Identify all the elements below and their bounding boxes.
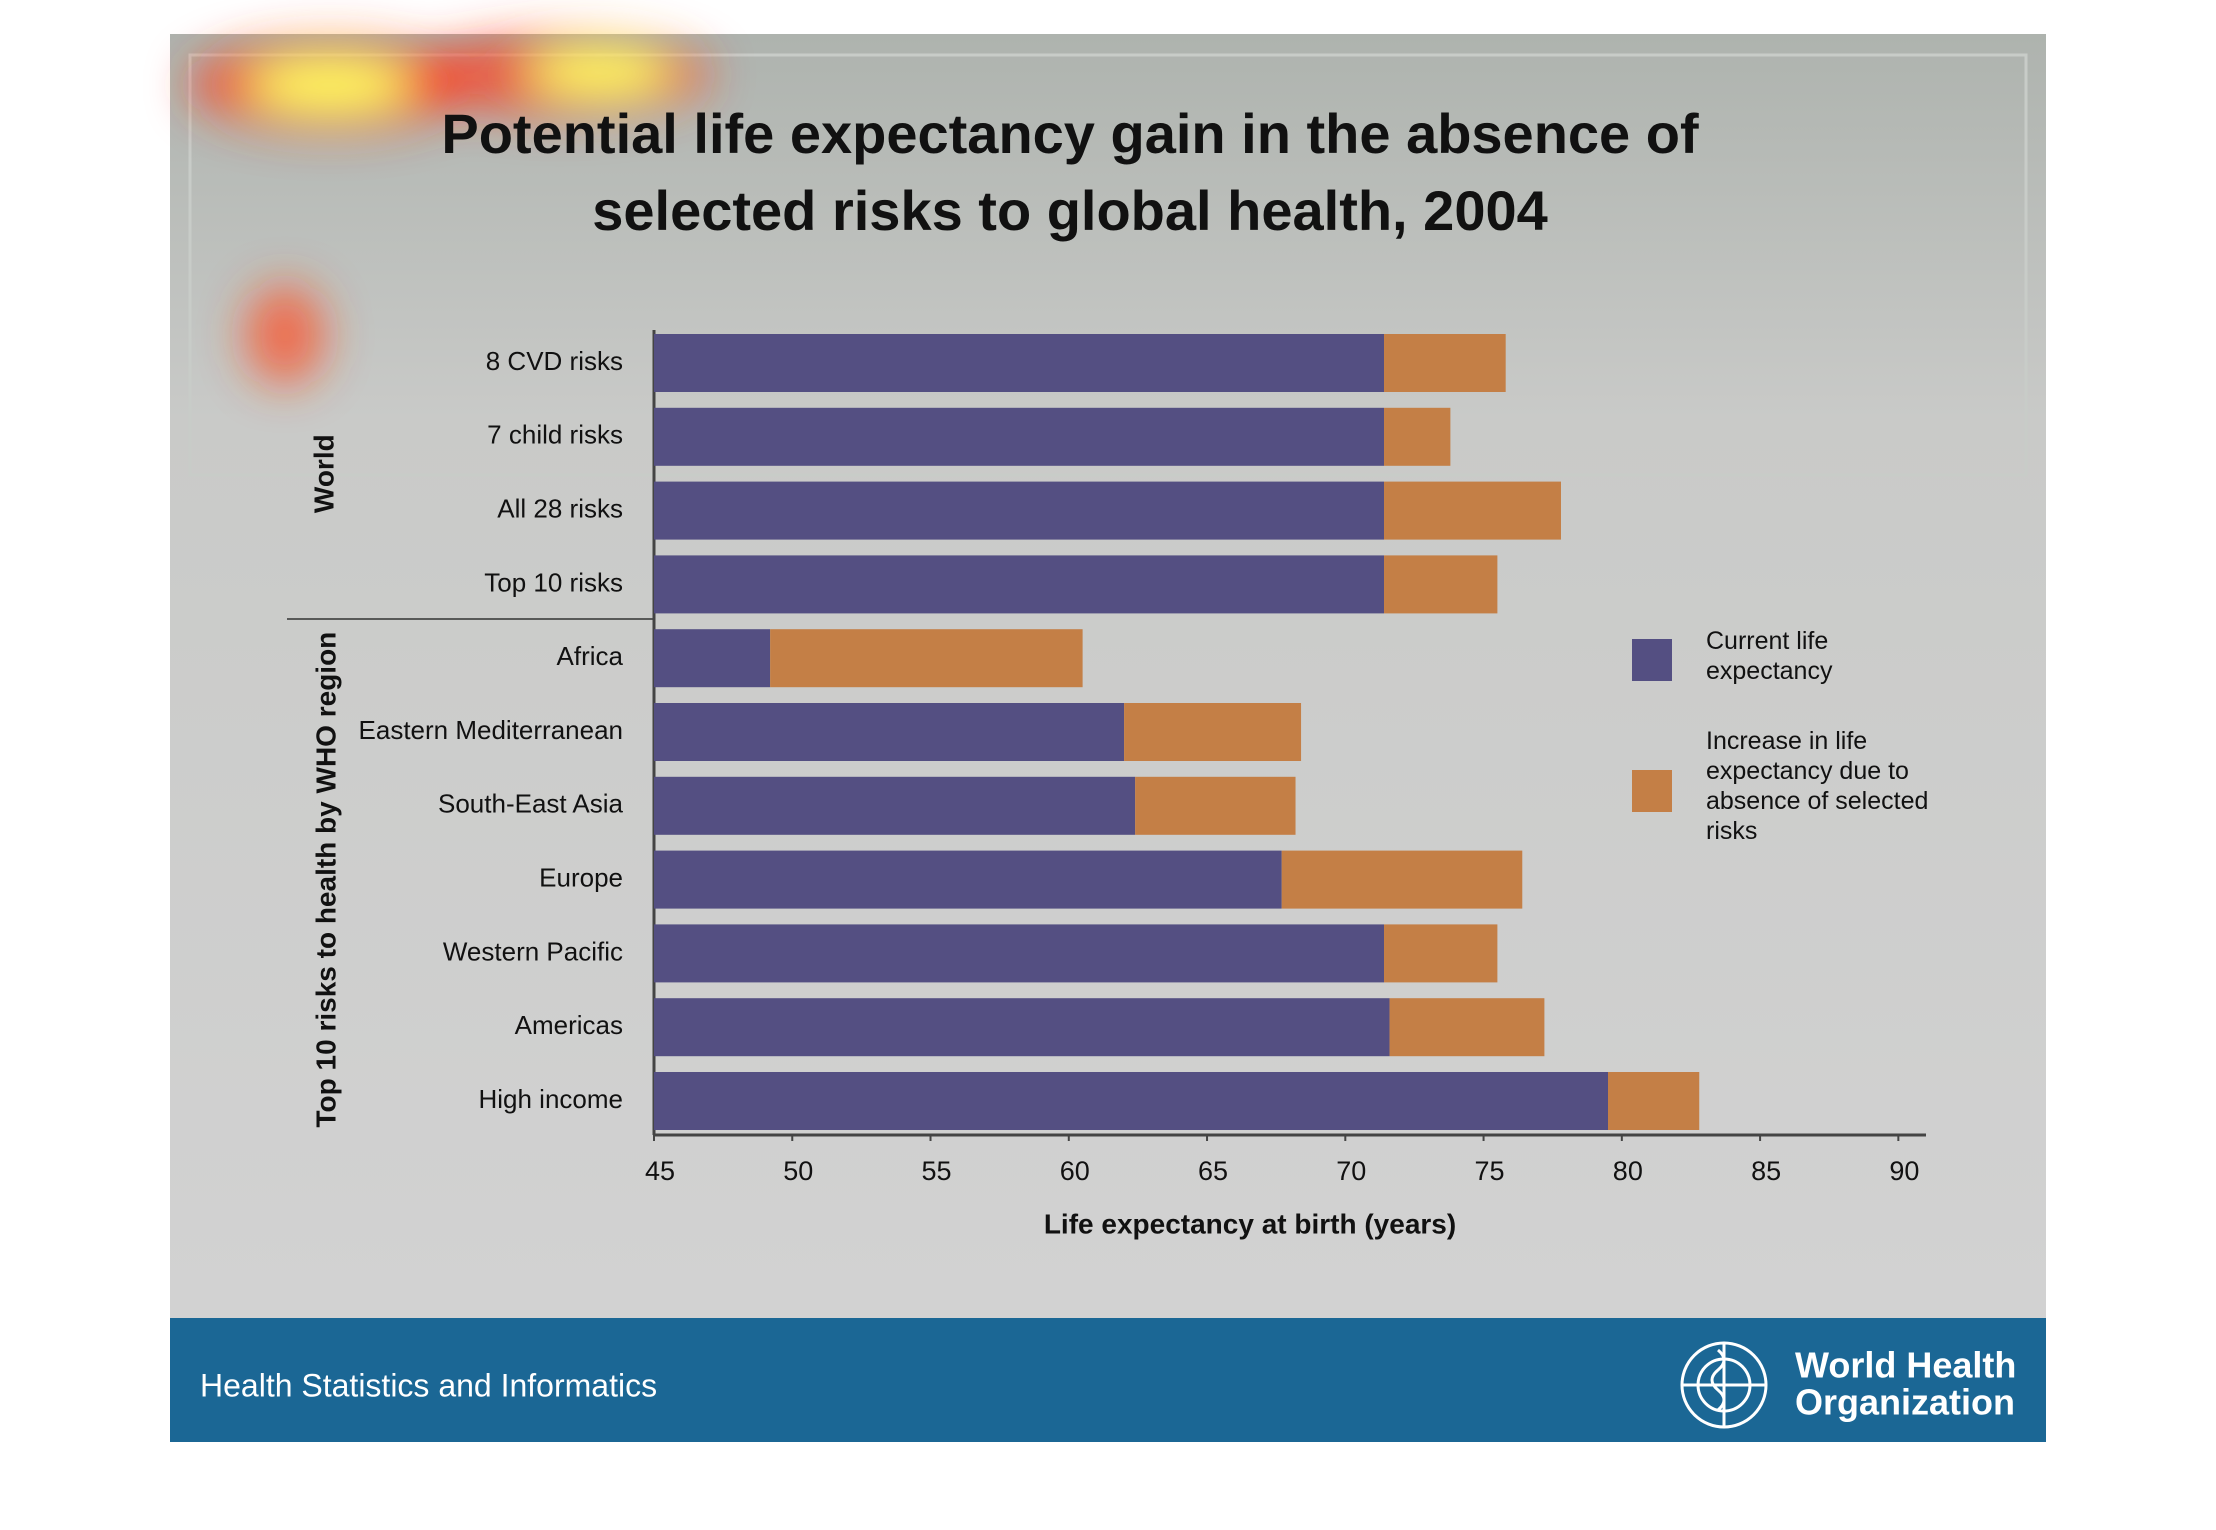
logo-text: World Health [1795, 1345, 2016, 1386]
legend-label: Increase in life expectancy due to absen… [1706, 727, 1929, 845]
x-axis-label: Life expectancy at birth (years) [1044, 1208, 1456, 1239]
bar-segment [1384, 555, 1498, 614]
legend-swatch [1632, 639, 1672, 681]
footer-band [170, 1318, 2046, 1442]
y-tick-label: Western Pacific [443, 936, 623, 966]
y-tick-label: Americas [515, 1010, 623, 1040]
y-tick-label: All 28 risks [497, 493, 623, 523]
x-tick-label: 50 [783, 1156, 813, 1186]
heatmap-overlay [190, 35, 710, 385]
x-tick-label: 70 [1336, 1156, 1366, 1186]
y-tick-label: 7 child risks [487, 420, 623, 450]
bar-segment [654, 776, 1136, 835]
legend-label: Current life expectancy [1706, 627, 1833, 685]
logo-text: Organization [1795, 1382, 2015, 1423]
group-label: Top 10 risks to health by WHO region [310, 632, 341, 1128]
bar-segment [1281, 850, 1523, 909]
bar-segment [1389, 998, 1545, 1057]
x-tick-label: 45 [645, 1156, 675, 1186]
bar-segment [654, 407, 1385, 466]
bar-segment [654, 703, 1125, 761]
bar-segment [1124, 703, 1302, 761]
bar-segment [654, 850, 1282, 909]
bar-segment [654, 334, 1385, 392]
x-tick-label: 65 [1198, 1156, 1228, 1186]
bar-segment [654, 629, 771, 688]
bar-segment [770, 629, 1083, 688]
y-tick-label: Africa [557, 641, 624, 671]
y-tick-label: Europe [539, 862, 623, 892]
y-tick-label: South-East Asia [438, 789, 624, 819]
legend-entry: Increase in life expectancy due to absen… [1706, 727, 1929, 845]
footer-text: Health Statistics and Informatics [200, 1367, 657, 1403]
who-logo [1680, 1341, 1768, 1429]
x-tick-label: 55 [921, 1156, 951, 1186]
y-tick-label: Top 10 risks [484, 567, 623, 597]
bar-segment [654, 481, 1385, 540]
chart-title: selected risks to global health, 2004 [592, 179, 1548, 242]
bar-segment [654, 924, 1385, 983]
bar-segment [1384, 481, 1561, 540]
legend-swatch [1632, 770, 1672, 812]
y-tick-label: High income [478, 1084, 623, 1114]
x-tick-label: 60 [1060, 1156, 1090, 1186]
x-tick-label: 90 [1889, 1156, 1919, 1186]
y-tick-label: Eastern Mediterranean [359, 715, 623, 745]
bar-segment [654, 555, 1385, 614]
bar-segment [654, 1072, 1608, 1130]
bar-segment [1135, 776, 1296, 835]
bar-segment [1384, 407, 1451, 466]
bar-segment [1608, 1072, 1700, 1130]
chart-title: Potential life expectancy gain in the ab… [441, 102, 1699, 165]
bar-segment [1384, 924, 1498, 983]
bar-segment [1384, 334, 1506, 392]
x-tick-label: 75 [1475, 1156, 1505, 1186]
y-tick-label: 8 CVD risks [486, 346, 623, 376]
legend-entry: Current life expectancy [1706, 627, 1833, 685]
bar-segment [654, 998, 1390, 1057]
group-label: World [308, 434, 339, 513]
x-tick-label: 80 [1613, 1156, 1643, 1186]
slide-frame [188, 53, 2028, 477]
x-tick-label: 85 [1751, 1156, 1781, 1186]
